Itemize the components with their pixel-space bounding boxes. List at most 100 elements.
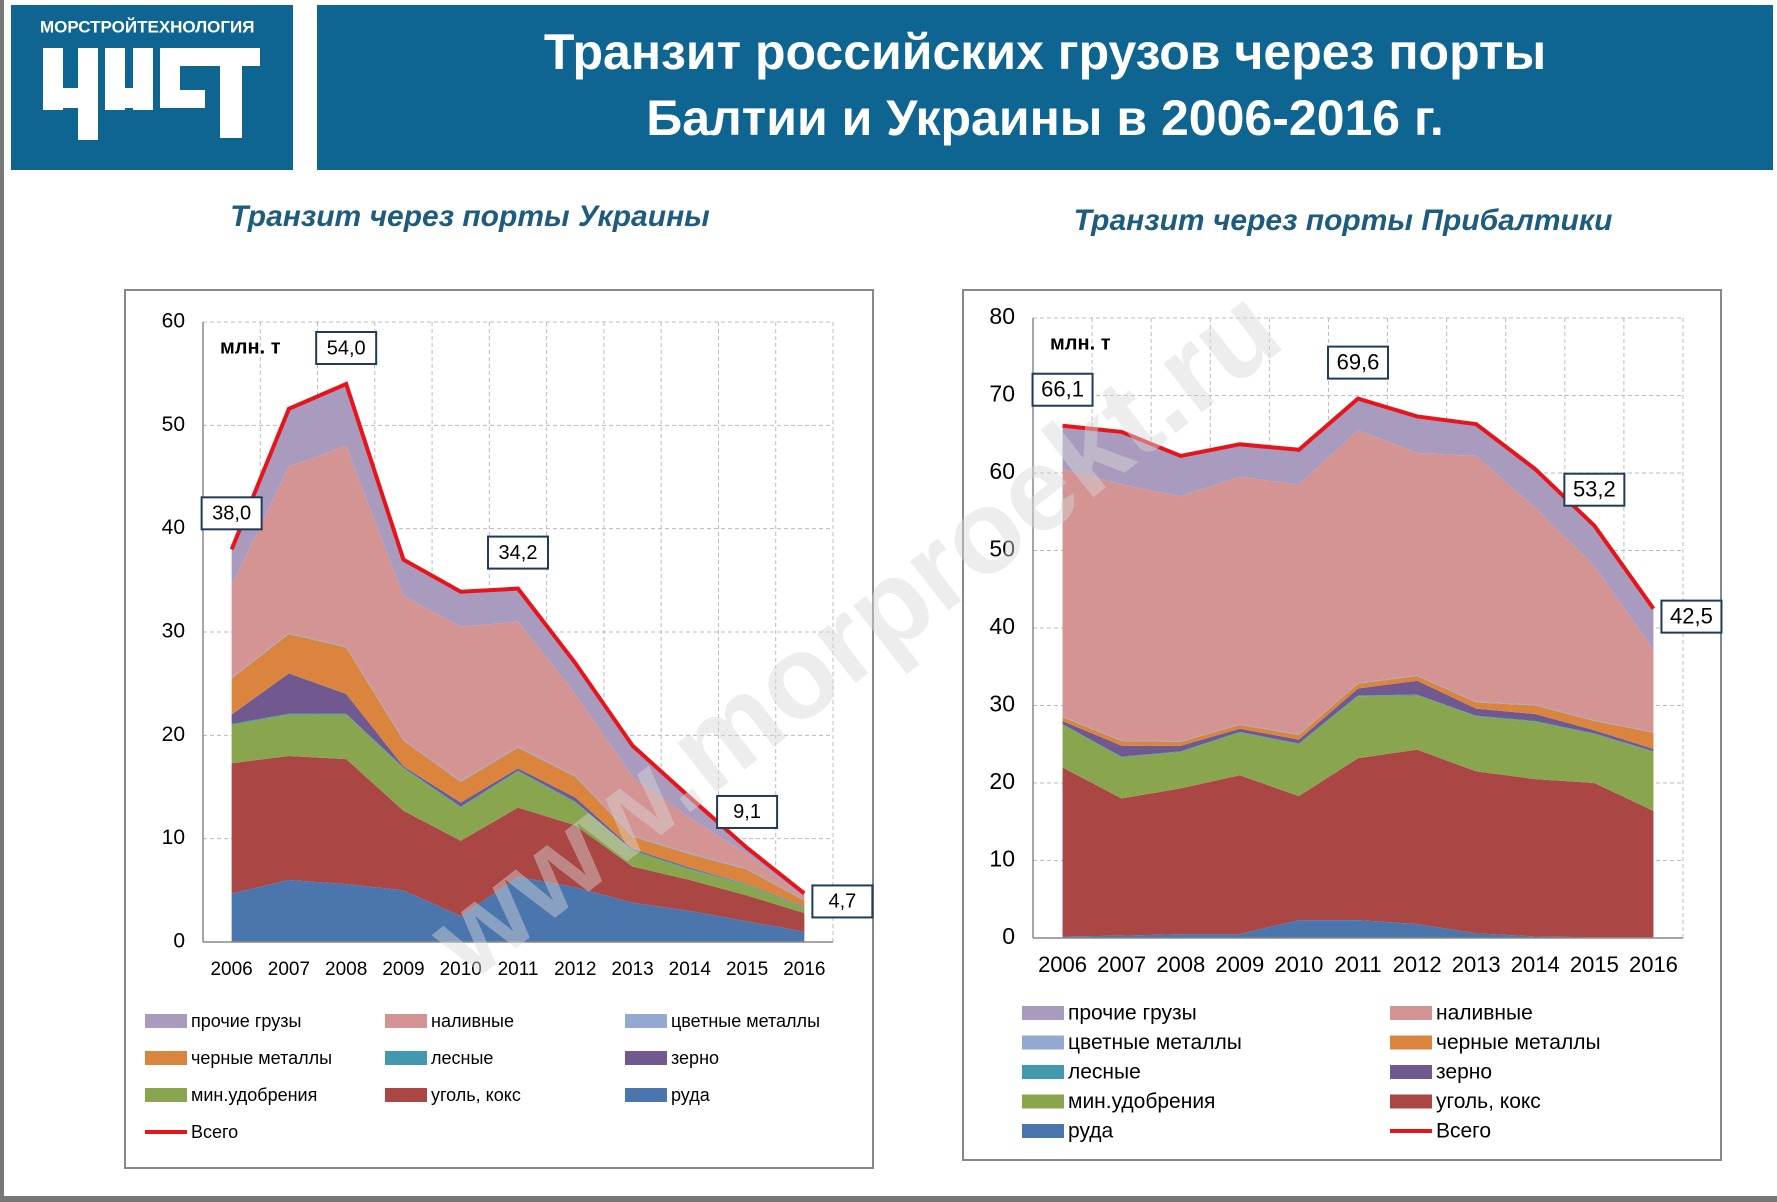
callout-box [200, 496, 263, 531]
callout-box [1327, 345, 1389, 380]
legend-swatch [625, 1088, 667, 1102]
legend-label: руда [1068, 1120, 1113, 1143]
area [1062, 430, 1654, 742]
x-tick-label: 2006 [1038, 952, 1087, 977]
area [231, 634, 805, 907]
area [231, 713, 805, 908]
title-box [317, 5, 1773, 170]
left-edge [0, 0, 4, 1202]
callout-box [487, 535, 549, 570]
legend-label: лесные [431, 1048, 493, 1068]
legend-swatch [145, 1088, 187, 1102]
legend-label: черные металлы [1436, 1031, 1601, 1054]
area [1062, 676, 1654, 749]
legend-swatch [1022, 1065, 1064, 1079]
y-tick-label: 10 [162, 826, 185, 849]
y-tick-label: 60 [989, 458, 1015, 484]
legend-label: лесные [1068, 1061, 1141, 1084]
y-tick-label: 20 [162, 723, 185, 746]
x-tick-label: 2007 [1097, 952, 1146, 977]
area [1062, 920, 1654, 938]
legend-swatch [1390, 1006, 1432, 1020]
area [231, 446, 805, 900]
title-line: Транзит российских грузов через порты [544, 24, 1546, 80]
area [231, 385, 805, 898]
chart-subtitle: Транзит через порты Украины [230, 200, 710, 233]
logo-text: МОРСТРОЙТЕХНОЛОГИЯ [40, 17, 254, 36]
legend-label: уголь, кокс [431, 1085, 521, 1105]
legend-label: руда [671, 1085, 711, 1105]
legend-label: прочие грузы [1068, 1002, 1197, 1025]
legend-label: наливные [1436, 1002, 1533, 1025]
data-label: 54,0 [327, 337, 366, 359]
x-tick-label: 2011 [1334, 952, 1381, 977]
x-tick-label: 2008 [1156, 952, 1205, 977]
total-line [1062, 396, 1656, 610]
y-tick-label: 10 [989, 846, 1015, 872]
y-tick-label: 30 [162, 620, 185, 643]
legend-swatch [1022, 1094, 1064, 1109]
callout-box [315, 331, 378, 365]
legend-swatch [385, 1051, 427, 1065]
y-tick-label: 70 [989, 381, 1015, 407]
x-tick-label: 2007 [268, 959, 310, 980]
x-tick-label: 2010 [440, 959, 482, 980]
x-tick-label: 2015 [726, 959, 768, 980]
callout-box [811, 884, 874, 919]
legend-label: прочие грузы [191, 1011, 301, 1031]
area [1062, 398, 1654, 650]
x-tick-label: 2014 [669, 959, 712, 980]
y-tick-label: 60 [162, 310, 185, 333]
y-tick-label: 80 [989, 303, 1015, 329]
area [1062, 694, 1654, 758]
data-label: 42,5 [1670, 603, 1713, 628]
legend-label: зерно [1436, 1061, 1492, 1084]
legend-swatch [145, 1051, 187, 1065]
legend-swatch [625, 1014, 667, 1028]
data-label: 9,1 [733, 801, 761, 823]
x-tick-label: 2013 [1452, 952, 1501, 977]
callout-box [1031, 372, 1094, 407]
legend-label: зерно [671, 1048, 719, 1068]
y-tick-label: 40 [162, 516, 185, 539]
area [231, 876, 805, 942]
area [231, 714, 805, 914]
x-tick-label: 2009 [1215, 952, 1264, 977]
x-tick-label: 2010 [1274, 952, 1323, 977]
x-tick-label: 2012 [1393, 952, 1442, 977]
data-label: 38,0 [212, 503, 251, 525]
x-tick-label: 2013 [611, 959, 653, 980]
x-tick-label: 2016 [783, 959, 825, 980]
area [1062, 749, 1654, 938]
chart-subtitle: Транзит через порты Прибалтики [1074, 204, 1613, 237]
x-tick-label: 2008 [325, 959, 367, 980]
callout-box [1563, 472, 1626, 507]
legend-label: мин.удобрения [191, 1085, 317, 1105]
area [1062, 695, 1654, 811]
y-tick-label: 50 [989, 536, 1015, 562]
area [1062, 680, 1654, 757]
y-tick-label: 20 [989, 768, 1015, 794]
legend-label: черные металлы [191, 1048, 332, 1068]
charts: Транзит через порты Украины 0 10 20 30 40 50 60… [124, 200, 1723, 1169]
legend-swatch [1022, 1124, 1064, 1138]
x-tick-label: 2016 [1629, 952, 1678, 977]
y-tick-label: 0 [1002, 923, 1015, 949]
x-tick-label: 2015 [1570, 952, 1619, 977]
bottom-edge [0, 1196, 1777, 1202]
legend-label: Всего [191, 1122, 238, 1142]
data-label: 69,6 [1337, 349, 1380, 374]
x-tick-label: 2006 [210, 959, 252, 980]
area [231, 756, 805, 932]
x-tick-label: 2012 [554, 959, 596, 980]
legend-label: уголь, кокс [1436, 1090, 1541, 1113]
area [231, 673, 805, 907]
x-tick-label: 2011 [498, 959, 539, 980]
unit-label: млн. т [220, 336, 281, 358]
y-tick-label: 50 [162, 413, 185, 436]
x-tick-label: 2014 [1511, 952, 1560, 977]
legend-label: цветные металлы [1068, 1031, 1242, 1054]
data-label: 66,1 [1041, 377, 1084, 402]
